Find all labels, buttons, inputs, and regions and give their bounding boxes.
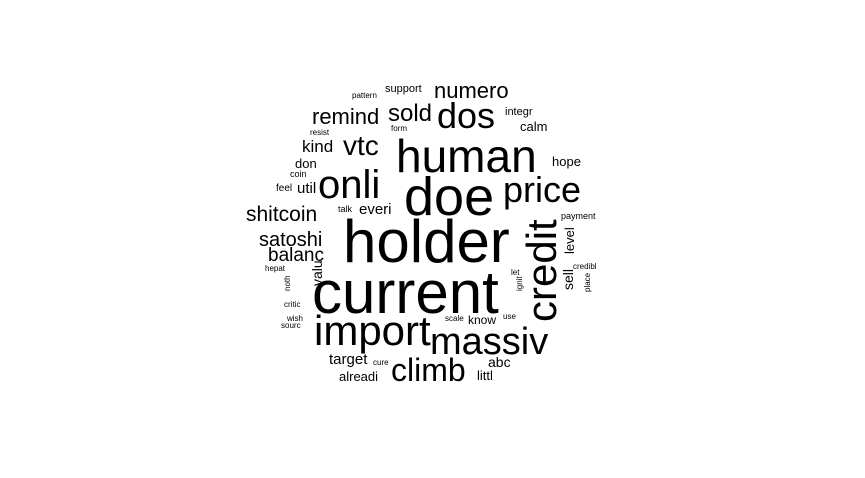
word-climb: climb <box>391 352 466 388</box>
word-wish: wish <box>287 314 304 323</box>
word-util: util <box>297 180 317 197</box>
word-human: human <box>396 130 537 182</box>
word-hepat: hepat <box>265 264 286 273</box>
word-form: form <box>391 124 407 133</box>
word-use: use <box>503 312 516 321</box>
word-know: know <box>468 313 497 327</box>
word-valu: valu <box>309 260 325 286</box>
word-current: current <box>312 259 499 326</box>
word-shitcoin: shitcoin <box>246 203 318 226</box>
word-talk: talk <box>338 204 353 214</box>
word-satoshi: satoshi <box>259 229 323 251</box>
word-littl: littl <box>477 368 493 383</box>
word-level: level <box>562 227 577 254</box>
word-ignit: ignit <box>515 276 524 291</box>
word-calm: calm <box>520 119 548 134</box>
word-vtc: vtc <box>343 130 379 161</box>
word-sell: sell <box>560 268 576 290</box>
word-sold: sold <box>388 100 433 127</box>
word-place: place <box>583 272 592 292</box>
word-balanc: balanc <box>268 245 324 266</box>
word-sourc: sourc <box>281 321 301 330</box>
word-don: don <box>295 156 317 171</box>
word-onli: onli <box>318 163 381 207</box>
word-abc: abc <box>488 354 511 370</box>
word-resist: resist <box>310 128 330 137</box>
word-alreadi: alreadi <box>339 369 379 384</box>
word-credibl: credibl <box>573 262 597 271</box>
word-remind: remind <box>312 104 380 129</box>
word-pattern: pattern <box>352 91 377 100</box>
word-massiv: massiv <box>430 321 549 363</box>
word-noth: noth <box>283 275 292 291</box>
word-kind: kind <box>302 137 334 156</box>
word-everi: everi <box>359 201 392 218</box>
word-integr: integr <box>505 106 533 118</box>
word-scale: scale <box>445 314 464 323</box>
word-numero: numero <box>434 78 509 103</box>
word-critic: critic <box>284 300 301 309</box>
word-payment: payment <box>561 211 596 221</box>
word-let: let <box>511 268 520 277</box>
word-feel: feel <box>276 183 293 194</box>
word-cure: cure <box>373 358 389 367</box>
word-support: support <box>385 83 422 95</box>
word-hope: hope <box>552 154 581 169</box>
word-price: price <box>503 169 582 210</box>
word-coin: coin <box>290 169 307 179</box>
word-target: target <box>329 351 368 368</box>
word-doe: doe <box>404 167 495 227</box>
word-holder: holder <box>343 208 510 275</box>
word-dos: dos <box>437 95 496 136</box>
word-credit: credit <box>518 219 565 322</box>
word-import: import <box>314 307 431 354</box>
